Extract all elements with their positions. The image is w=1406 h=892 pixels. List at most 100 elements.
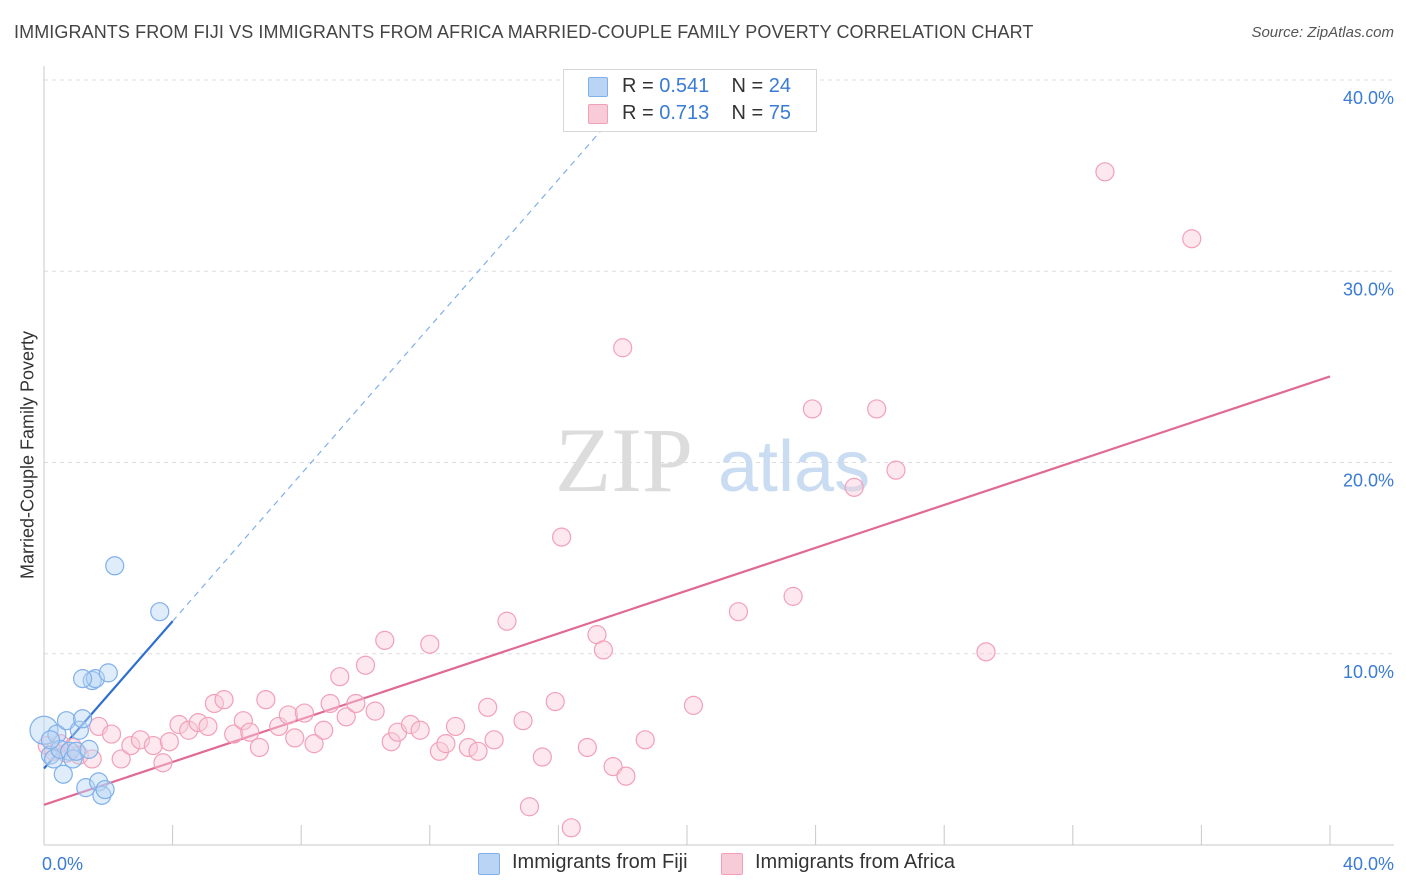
point-fiji <box>53 764 73 784</box>
point-africa <box>400 714 421 735</box>
africa-r-label: R = <box>622 102 660 124</box>
trend-extension-0 <box>172 123 608 622</box>
point-fiji <box>40 730 61 750</box>
point-africa <box>429 741 450 761</box>
point-africa <box>240 722 260 742</box>
legend-africa-label: Immigrants from Africa <box>755 851 956 873</box>
africa-n-value: 75 <box>768 102 792 124</box>
chart-title: IMMIGRANTS FROM FIJI VS IMMIGRANTS FROM … <box>14 22 1034 42</box>
point-africa <box>179 720 199 740</box>
point-africa <box>375 630 395 650</box>
point-fiji <box>69 720 89 740</box>
point-fiji <box>150 602 170 622</box>
point-africa <box>976 642 996 662</box>
point-fiji <box>82 670 102 691</box>
point-africa <box>561 818 581 838</box>
point-africa <box>436 734 456 754</box>
point-africa <box>545 691 565 712</box>
point-africa <box>101 724 122 744</box>
x-tick-label-min: 0.0% <box>42 854 83 874</box>
point-fiji <box>95 779 115 800</box>
point-africa <box>410 720 430 740</box>
point-africa <box>593 640 614 660</box>
point-africa <box>111 749 131 769</box>
point-africa <box>603 756 623 777</box>
point-africa <box>214 690 234 710</box>
point-africa <box>478 697 498 717</box>
point-africa <box>143 735 163 756</box>
chart-source: Source: ZipAtlas.com <box>1251 24 1394 41</box>
point-africa <box>233 711 253 731</box>
point-africa <box>728 602 749 622</box>
africa-r-value: 0.713 <box>659 102 710 124</box>
point-africa <box>577 737 597 758</box>
point-africa <box>513 711 533 731</box>
fiji-swatch <box>588 77 608 97</box>
point-africa <box>336 707 356 727</box>
point-africa <box>169 714 189 735</box>
point-africa <box>330 667 350 687</box>
fiji-r-value: 0.541 <box>659 75 710 97</box>
point-africa <box>204 693 224 714</box>
point-africa <box>844 477 864 497</box>
watermark-zip: ZIP <box>555 409 693 511</box>
stats-legend: R = 0.541 N = 24 R = 0.713 N = 75 <box>563 69 817 132</box>
fiji-n-value: 24 <box>768 75 792 97</box>
point-africa <box>867 399 887 419</box>
fiji-r-label: R = <box>622 75 660 97</box>
point-africa <box>256 690 276 710</box>
point-africa <box>497 611 517 631</box>
point-africa <box>249 737 270 758</box>
point-africa <box>320 693 340 714</box>
point-fiji <box>44 749 64 769</box>
point-africa <box>458 737 478 758</box>
point-africa <box>153 753 173 773</box>
point-africa <box>159 732 179 752</box>
point-africa <box>886 460 906 480</box>
gridlines <box>44 79 1394 655</box>
point-fiji <box>92 785 112 805</box>
point-africa <box>198 716 218 737</box>
africa-swatch <box>588 104 608 124</box>
point-africa <box>484 730 504 750</box>
point-africa <box>783 586 803 606</box>
point-africa <box>304 734 324 754</box>
point-africa <box>468 741 488 761</box>
fiji-n-label: N = <box>731 75 769 97</box>
point-africa <box>278 705 298 725</box>
point-africa <box>802 399 822 419</box>
y-tick-label-2: 30.0% <box>1343 279 1394 299</box>
legend-fiji-label: Immigrants from Fiji <box>512 851 688 873</box>
point-africa <box>285 728 305 748</box>
y-axis-label: Married-Couple Family Poverty <box>17 330 38 580</box>
point-fiji <box>79 739 99 759</box>
tick-labels: 10.0% 20.0% 30.0% 40.0% 0.0% 40.0% <box>42 88 1394 874</box>
point-africa <box>365 701 385 721</box>
point-africa <box>613 338 633 358</box>
x-tick-label-max: 40.0% <box>1343 854 1394 874</box>
axes <box>43 66 1394 846</box>
point-fiji <box>98 663 118 683</box>
point-fiji <box>56 711 77 731</box>
watermark: ZIP atlas <box>555 409 870 511</box>
point-africa <box>616 766 636 786</box>
legend-africa-swatch <box>721 853 743 875</box>
point-africa <box>1182 229 1202 249</box>
point-africa <box>346 693 366 714</box>
point-africa <box>188 712 208 733</box>
point-africa <box>519 797 540 817</box>
point-africa <box>532 747 552 767</box>
y-tick-label-1: 20.0% <box>1343 471 1394 491</box>
point-africa <box>355 655 376 675</box>
point-fiji <box>72 709 93 729</box>
point-africa <box>683 695 704 715</box>
point-africa <box>121 735 141 756</box>
y-tick-label-3: 40.0% <box>1343 88 1394 108</box>
point-africa <box>552 527 572 547</box>
point-africa <box>314 720 334 740</box>
africa-n-label: N = <box>731 102 769 124</box>
point-africa <box>294 703 315 723</box>
legend-fiji-swatch <box>478 853 500 875</box>
point-africa <box>635 730 655 750</box>
point-africa <box>420 634 440 654</box>
